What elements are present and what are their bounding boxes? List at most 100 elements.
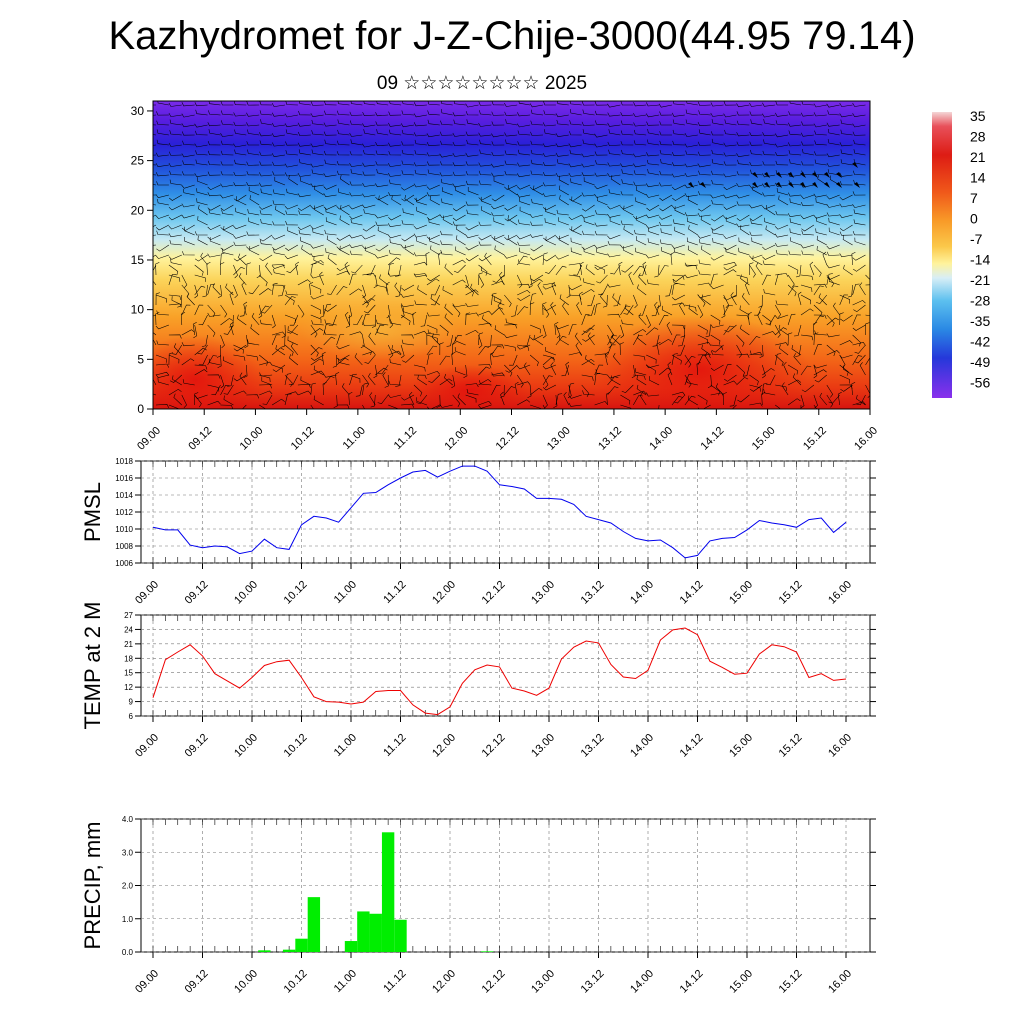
wind-barb: [711, 170, 724, 176]
wind-barb: [723, 325, 734, 336]
wind-barb: [723, 244, 737, 251]
wind-barb: [813, 314, 827, 319]
wind-barb: [684, 395, 696, 406]
precip-bar: [344, 941, 358, 952]
wind-pennant: [800, 172, 806, 178]
wind-barb: [223, 356, 234, 366]
wind-barb: [388, 214, 402, 221]
wind-barb: [517, 344, 530, 351]
wind-barb: [800, 334, 814, 341]
wind-barb: [710, 273, 718, 286]
wind-barb: [452, 394, 461, 408]
wind-barb: [789, 228, 802, 236]
wind-barb: [194, 102, 208, 107]
wind-barb: [234, 159, 247, 166]
wind-barb: [711, 119, 724, 126]
wind-barb: [542, 204, 557, 211]
wind-barb: [568, 394, 582, 399]
wind-barb: [272, 244, 286, 251]
wind-barb: [478, 180, 492, 186]
wind-barb: [671, 184, 686, 191]
wind-barb: [385, 281, 390, 296]
wind-barb: [814, 374, 827, 383]
wind-barb: [801, 250, 814, 256]
wind-barb: [852, 300, 866, 306]
wind-barb: [569, 224, 582, 232]
wind-barb: [285, 210, 298, 216]
wind-barb: [800, 201, 814, 206]
precip-bar: [381, 832, 395, 952]
wind-barb: [854, 344, 866, 354]
wind-barb: [778, 324, 789, 336]
wind-barb: [426, 345, 438, 356]
x-tick-label: 13.12: [579, 732, 607, 760]
wind-barb: [284, 294, 295, 305]
wind-barb: [658, 265, 669, 276]
wind-barb: [301, 245, 311, 256]
wind-barb: [478, 272, 483, 286]
wind-barb: [568, 352, 583, 356]
wind-barb: [465, 394, 477, 403]
wind-barb: [600, 292, 608, 306]
wind-barb: [265, 262, 273, 276]
wind-barb: [839, 214, 853, 219]
y-tick-label: 1016: [115, 474, 133, 483]
wind-barb: [516, 364, 531, 370]
wind-barb: [801, 101, 814, 106]
wind-barb: [659, 149, 673, 156]
wind-barb: [363, 304, 376, 314]
wind-barb: [787, 264, 799, 275]
wind-barb: [750, 149, 763, 156]
wind-barb: [765, 314, 776, 325]
wind-barb: [243, 301, 248, 316]
wind-barb: [762, 331, 776, 336]
wind-barb: [661, 305, 673, 316]
wind-barb: [452, 342, 457, 356]
wind-barb: [310, 260, 324, 266]
wind-barb: [413, 132, 427, 137]
wind-barb: [672, 194, 686, 201]
wind-barb: [504, 386, 516, 396]
wind-barb: [259, 132, 273, 137]
wind-barb: [259, 288, 272, 296]
wind-barb: [362, 284, 367, 299]
wind-barb: [790, 237, 802, 246]
wind-barb: [517, 149, 531, 156]
wind-barb: [839, 384, 853, 389]
wind-barb: [865, 322, 870, 336]
wind-barb: [289, 314, 299, 326]
wind-barb: [697, 324, 708, 335]
wind-barb: [816, 245, 827, 256]
wind-barb: [550, 362, 557, 376]
wind-barb: [285, 290, 298, 296]
wind-barb: [573, 264, 582, 276]
wind-barb: [688, 225, 698, 236]
x-tick-label: 13.00: [529, 732, 557, 760]
wind-barb: [789, 198, 802, 206]
wind-barb: [671, 391, 686, 396]
wind-barb: [284, 204, 299, 210]
wind-barb: [829, 175, 840, 186]
wind-barb: [581, 374, 594, 381]
wind-barb: [181, 102, 195, 107]
wind-barb: [272, 171, 286, 176]
wind-barb: [364, 354, 376, 364]
wind-barb: [530, 159, 544, 166]
wind-barb: [332, 355, 337, 368]
wind-barb: [452, 204, 466, 212]
wind-barb: [504, 294, 512, 308]
wind-barb: [416, 237, 427, 246]
wind-barb: [516, 344, 531, 350]
wind-barb: [517, 141, 531, 146]
wind-barb: [633, 374, 646, 380]
wind-barb: [859, 362, 866, 376]
wind-barb: [736, 182, 750, 187]
wind-barb: [181, 394, 187, 408]
colorbar-label: 21: [970, 149, 986, 165]
wind-barb: [344, 261, 350, 276]
wind-barb: [310, 183, 324, 188]
wind-barb: [739, 305, 750, 316]
wind-barb: [208, 358, 221, 366]
wind-barb: [426, 278, 440, 286]
wind-barb: [581, 192, 595, 197]
